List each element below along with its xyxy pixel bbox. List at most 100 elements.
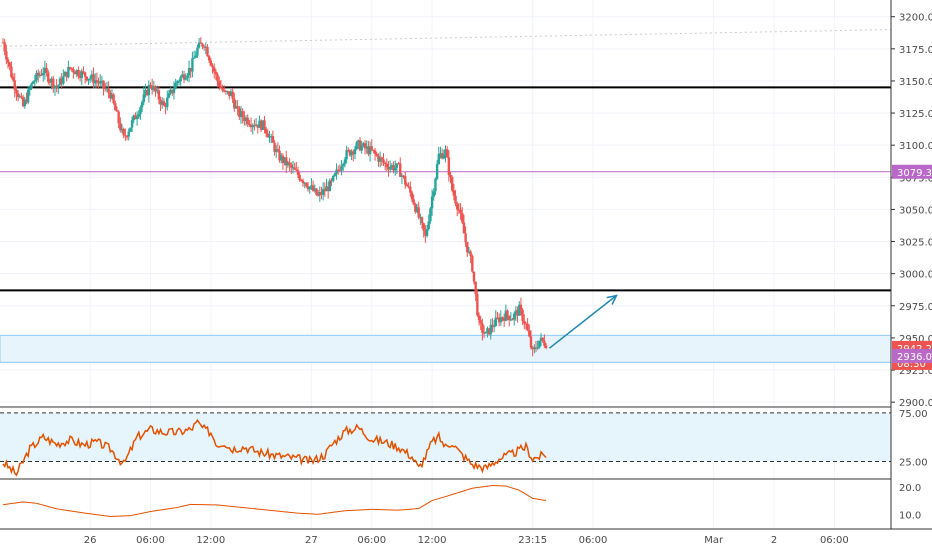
candle-body-302 [507, 315, 511, 321]
candle-body-168 [283, 157, 286, 163]
candle-body-49 [83, 72, 87, 77]
candle-body-154 [259, 120, 263, 130]
candle-body-27 [47, 72, 50, 82]
candle-body-291 [489, 324, 492, 335]
candle-body-216 [363, 143, 367, 149]
candle-body-318 [534, 347, 538, 349]
x-tick-label-9: 2 [771, 535, 777, 546]
candle-body-64 [109, 92, 112, 99]
candle-body-246 [414, 204, 417, 212]
candle-body-58 [99, 81, 102, 84]
candle-body-229 [385, 163, 389, 168]
candle-body-255 [429, 208, 432, 222]
candle-body-126 [212, 67, 216, 72]
candle-body-93 [157, 90, 161, 100]
candle-body-281 [472, 271, 476, 282]
candle-body-148 [249, 125, 253, 128]
bottom-axis-bg [0, 529, 932, 550]
candle-body-50 [85, 76, 89, 81]
candle-body-129 [218, 81, 221, 87]
candle-body-184 [310, 185, 313, 187]
candle-body-14 [25, 99, 28, 103]
candle-body-233 [392, 165, 395, 171]
candle-body-82 [139, 107, 142, 115]
candle-body-252 [424, 230, 427, 236]
candle-body-253 [425, 228, 429, 236]
candle-body-324 [544, 345, 548, 348]
candle-body-23 [40, 74, 43, 76]
candle-body-52 [88, 78, 92, 80]
candle-body-81 [137, 114, 140, 117]
candle-body-287 [482, 332, 486, 334]
price-badge-label-2: 08:30 [897, 359, 926, 370]
rsi-tick-label-1: 75.00 [899, 409, 928, 420]
x-tick-label-7: 06:00 [579, 535, 608, 546]
candle-body-280 [471, 256, 474, 272]
candle-body-54 [92, 74, 95, 84]
candle-body-311 [523, 321, 526, 324]
candle-body-149 [251, 125, 254, 128]
candle-body-187 [315, 188, 318, 195]
candle-body-257 [432, 191, 435, 197]
candle-body-116 [196, 47, 199, 56]
lower-indicator-line [2, 484, 547, 517]
candle-body-122 [206, 46, 209, 57]
candle-body-0 [1, 42, 5, 44]
candle-body-111 [187, 67, 191, 76]
candle-body-72 [122, 128, 125, 136]
candle-body-173 [291, 167, 295, 169]
candle-body-139 [234, 106, 238, 109]
x-tick-label-2: 12:00 [196, 535, 225, 546]
candle-body-178 [300, 179, 303, 181]
candle-body-205 [345, 150, 348, 160]
candle-body-123 [207, 56, 211, 61]
x-tick-label-0: 26 [84, 535, 97, 546]
dotted-trend-line [0, 29, 892, 47]
candle-body-228 [383, 162, 387, 164]
candle-body-28 [48, 81, 52, 83]
candle-body-24 [42, 73, 45, 76]
candle-body-160 [269, 136, 273, 138]
candle-body-265 [445, 149, 449, 158]
candle-body-180 [303, 182, 306, 184]
candle-body-29 [50, 78, 53, 82]
candle-body-274 [461, 212, 464, 223]
candle-body-47 [80, 71, 83, 78]
candle-body-238 [400, 175, 404, 177]
candle-body-172 [290, 164, 293, 168]
candle-body-142 [239, 111, 243, 117]
candle-body-249 [419, 217, 422, 219]
candle-body-182 [306, 186, 310, 190]
candle-body-85 [144, 90, 147, 95]
price-badge-3 [892, 348, 932, 363]
candle-body-241 [405, 184, 409, 187]
candle-body-5 [10, 66, 13, 78]
candle-body-176 [296, 170, 300, 176]
candle-body-236 [397, 163, 400, 165]
rsi-band [0, 412, 891, 462]
candle-body-258 [434, 178, 437, 192]
candle-body-230 [387, 167, 390, 170]
price-tick-label-3: 2975.0 [899, 302, 932, 313]
candle-body-268 [451, 177, 454, 191]
candle-body-51 [87, 78, 90, 81]
candle-body-8 [15, 89, 18, 94]
price-tick-label-10: 3150.0 [899, 77, 932, 88]
candle-body-101 [171, 89, 174, 94]
candle-body-170 [286, 162, 290, 166]
lower-tick-label-0: 10.0 [899, 510, 921, 521]
candle-body-100 [169, 89, 172, 94]
price-tick-label-8: 3100.0 [899, 141, 932, 152]
candle-body-295 [496, 317, 499, 319]
candle-body-133 [224, 90, 228, 92]
candle-body-15 [26, 89, 30, 103]
candle-body-279 [469, 251, 472, 257]
candle-body-109 [184, 78, 187, 80]
candle-body-35 [60, 78, 63, 84]
x-tick-label-10: 06:00 [820, 535, 849, 546]
candle-body-323 [543, 340, 546, 346]
candle-body-196 [330, 180, 333, 182]
candle-body-225 [378, 157, 382, 162]
candle-body-193 [325, 186, 328, 192]
